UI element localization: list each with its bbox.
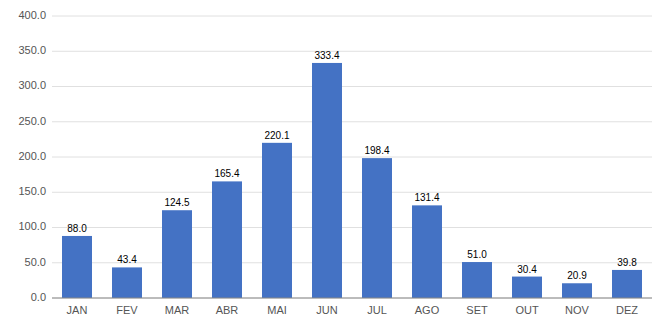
grid-line <box>52 121 652 122</box>
y-tick-label: 50.0 <box>25 256 46 268</box>
x-tick-label: AGO <box>415 304 440 316</box>
grid-line <box>52 16 652 17</box>
x-tick-label: OUT <box>515 304 539 316</box>
bar <box>362 158 392 298</box>
y-tick-label: 0.0 <box>31 291 46 303</box>
y-tick-label: 400.0 <box>18 9 46 21</box>
grid-line <box>52 157 652 158</box>
bar <box>412 205 442 298</box>
bar <box>562 283 592 298</box>
x-tick-label: SET <box>466 304 488 316</box>
bar <box>212 181 242 298</box>
grid-line <box>52 51 652 52</box>
data-label: 333.4 <box>314 50 339 61</box>
data-label: 220.1 <box>264 130 289 141</box>
data-label: 124.5 <box>164 197 189 208</box>
bars <box>62 63 642 298</box>
y-tick-label: 200.0 <box>18 150 46 162</box>
bar <box>462 262 492 298</box>
data-label: 198.4 <box>364 145 389 156</box>
grid-line <box>52 262 652 263</box>
data-label: 20.9 <box>567 270 587 281</box>
x-axis: JAN FEV MAR ABR MAI JUN JUL AGO SET OUT NOV DEZ <box>67 304 639 316</box>
x-tick-label: JUL <box>367 304 387 316</box>
x-axis-line <box>52 298 652 299</box>
chart-svg: 0.0 50.0 100.0 150.0 200.0 250.0 300.0 350.0 400… <box>0 0 666 328</box>
x-tick-label: MAI <box>267 304 287 316</box>
chart-container: 0.0 50.0 100.0 150.0 200.0 250.0 300.0 350.0 400… <box>0 0 666 328</box>
x-tick-label: JAN <box>67 304 88 316</box>
data-label: 165.4 <box>214 168 239 179</box>
y-axis: 0.0 50.0 100.0 150.0 200.0 250.0 300.0 350.0 400… <box>18 9 652 303</box>
data-labels: 88.0 43.4 124.5 165.4 220.1 333.4 198.4 131.4 51… <box>67 50 637 281</box>
x-tick-label: ABR <box>216 304 239 316</box>
data-label: 51.0 <box>467 249 487 260</box>
bar <box>62 236 92 298</box>
x-tick-label: FEV <box>116 304 138 316</box>
data-label: 43.4 <box>117 254 137 265</box>
bar <box>312 63 342 298</box>
y-tick-label: 350.0 <box>18 44 46 56</box>
data-label: 39.8 <box>617 257 637 268</box>
bar <box>162 210 192 298</box>
data-label: 88.0 <box>67 223 87 234</box>
bar <box>612 270 642 298</box>
y-tick-label: 300.0 <box>18 79 46 91</box>
data-label: 131.4 <box>414 192 439 203</box>
grid-line <box>52 86 652 87</box>
grid-line <box>52 192 652 193</box>
bar <box>112 267 142 298</box>
x-tick-label: NOV <box>565 304 590 316</box>
y-tick-label: 100.0 <box>18 220 46 232</box>
bar <box>512 277 542 298</box>
x-tick-label: JUN <box>316 304 337 316</box>
y-tick-label: 250.0 <box>18 115 46 127</box>
y-tick-label: 150.0 <box>18 185 46 197</box>
x-tick-label: MAR <box>165 304 190 316</box>
grid-line <box>52 227 652 228</box>
bar <box>262 143 292 298</box>
x-tick-label: DEZ <box>616 304 638 316</box>
data-label: 30.4 <box>517 264 537 275</box>
grid-line <box>52 298 652 299</box>
